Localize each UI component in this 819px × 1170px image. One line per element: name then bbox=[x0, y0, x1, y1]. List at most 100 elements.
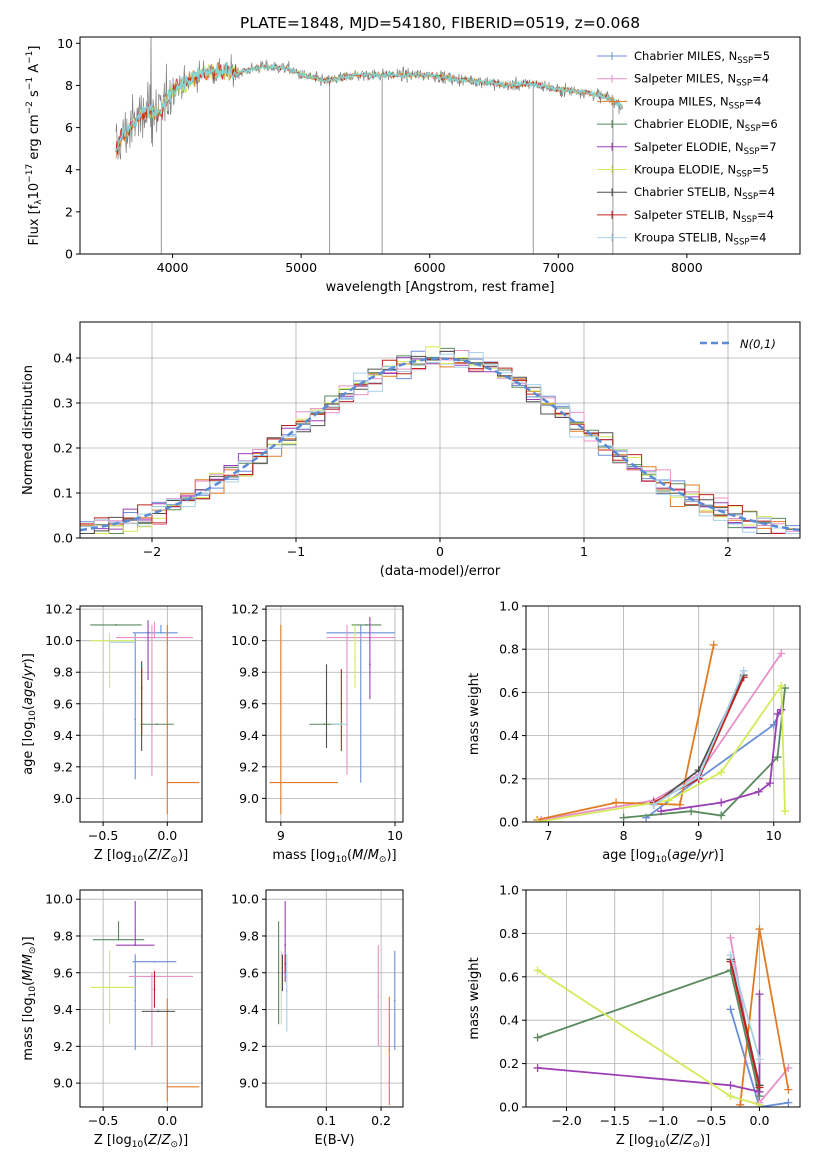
errorbar-point bbox=[325, 664, 328, 748]
errorbar-point bbox=[269, 624, 338, 815]
weight_vs_Z-plot-area bbox=[533, 925, 793, 1107]
errorbar-point bbox=[388, 996, 391, 1106]
errorbar-center bbox=[156, 723, 158, 726]
weight-marker bbox=[755, 1083, 764, 1092]
y-tick-label: 4 bbox=[65, 162, 73, 177]
y-tick-label: 0.2 bbox=[499, 771, 519, 786]
weight-marker bbox=[754, 787, 763, 796]
y-tick-label: 9.6 bbox=[239, 696, 259, 711]
errorbar-point bbox=[115, 901, 155, 947]
weight-marker bbox=[649, 800, 658, 809]
y-tick-label: 0.0 bbox=[499, 1100, 519, 1115]
age_vs_mass-plot-area bbox=[269, 617, 396, 815]
y-tick-label: 1.0 bbox=[499, 599, 519, 614]
legend-name: Salpeter ELODIE, N bbox=[634, 140, 744, 154]
legend-name: Salpeter STELIB, N bbox=[634, 208, 741, 222]
legend-label-7: Salpeter STELIB, NSSP=4 bbox=[634, 208, 774, 225]
legend-name: Chabrier ELODIE, N bbox=[634, 117, 745, 131]
errorbar-center bbox=[134, 944, 137, 947]
errorbar-center bbox=[157, 1008, 160, 1011]
errorbar-center bbox=[134, 718, 137, 721]
x-tick-label: 2 bbox=[724, 544, 732, 559]
residuals-plot-area bbox=[80, 346, 800, 534]
legend-name: Kroupa MILES, N bbox=[634, 94, 729, 108]
gaussian-legend-label: N(0,1) bbox=[740, 337, 776, 351]
weight-marker bbox=[619, 813, 628, 822]
weight-marker bbox=[612, 798, 621, 807]
y-tick-label: 9.4 bbox=[239, 1002, 259, 1017]
spectrum-plot-area bbox=[115, 37, 623, 254]
y-tick-label: 9.4 bbox=[239, 728, 259, 743]
errorbar-center bbox=[284, 962, 287, 965]
errorbar-center bbox=[280, 986, 283, 989]
mass_vs_EBV-panel: 0.1 0.2 9.0 9.2 9.4 9.6 9.8 10.0 E(B-V) bbox=[231, 889, 404, 1148]
weight-marker bbox=[726, 1005, 735, 1014]
y-tick-label: 0.4 bbox=[499, 728, 519, 743]
errorbar-center bbox=[160, 631, 162, 634]
y-axis-label: mass weight bbox=[467, 957, 482, 1039]
errorbar-point bbox=[147, 620, 149, 681]
weight-series-0 bbox=[729, 1009, 789, 1107]
errorbar-center bbox=[108, 986, 111, 989]
legend-name: Chabrier STELIB, N bbox=[634, 185, 742, 199]
weight-series-2 bbox=[537, 644, 715, 821]
legend-subscript: SSP bbox=[734, 238, 750, 248]
x-tick-label: −1.0 bbox=[648, 1113, 678, 1128]
weight-marker bbox=[773, 710, 782, 718]
y-tick-label: 9.6 bbox=[53, 696, 73, 711]
age_vs_Z-panel: −0.5 0.0 9.0 9.2 9.4 9.6 9.8 10.0 10.2 Z [log10(Z… bbox=[21, 602, 203, 865]
y-axis-label: mass weight bbox=[467, 673, 482, 755]
legend-label-4: Salpeter ELODIE, NSSP=7 bbox=[634, 140, 777, 157]
weight-series-4 bbox=[537, 994, 761, 1093]
legend-label-0: Chabrier MILES, NSSP=5 bbox=[634, 49, 770, 66]
errorbar-point bbox=[115, 621, 194, 639]
errorbar-point bbox=[132, 624, 178, 634]
legend-nssp: =4 bbox=[744, 94, 761, 108]
errorbar-point bbox=[140, 723, 174, 726]
errorbar-center bbox=[151, 1008, 153, 1011]
errorbar-center bbox=[153, 636, 156, 639]
weight-marker bbox=[726, 951, 735, 960]
legend-name: Kroupa STELIB, N bbox=[634, 231, 734, 245]
weight-marker bbox=[784, 1085, 793, 1094]
y-tick-label: 9.4 bbox=[53, 1002, 73, 1017]
y-tick-label: 9.8 bbox=[239, 665, 259, 680]
weight-marker bbox=[755, 1100, 764, 1107]
errorbar-center bbox=[279, 781, 282, 784]
x-axis-label: (data-model)/error bbox=[380, 564, 501, 579]
errorbar-center bbox=[365, 624, 368, 626]
errorbar-center bbox=[393, 999, 396, 1002]
observed-spectrum-line bbox=[115, 37, 623, 160]
errorbar-center bbox=[121, 641, 124, 644]
y-tick-label: 0.2 bbox=[499, 1056, 519, 1071]
errorbar-point bbox=[331, 723, 348, 726]
y-tick-label: 0 bbox=[65, 247, 73, 262]
weight-series-5 bbox=[537, 683, 786, 822]
legend-label-3: Chabrier ELODIE, NSSP=6 bbox=[634, 117, 778, 134]
errorbar-point bbox=[280, 950, 283, 1025]
x-axis-label: E(B-V) bbox=[314, 1133, 354, 1148]
errorbar-center bbox=[166, 781, 169, 784]
errorbar-center bbox=[354, 655, 356, 658]
y-tick-label: 10.0 bbox=[45, 633, 73, 648]
weight-marker bbox=[765, 779, 774, 788]
y-axis-label: age [log10(age/yr)] bbox=[21, 653, 38, 775]
x-tick-label: −0.5 bbox=[88, 1113, 118, 1128]
errorbar-center bbox=[153, 988, 156, 991]
mass_vs_Z-frame bbox=[79, 889, 203, 1108]
weight-marker bbox=[736, 1100, 745, 1107]
weight-marker bbox=[739, 666, 748, 675]
age_vs_Z-plot-area bbox=[90, 620, 200, 815]
weight-marker bbox=[664, 796, 673, 805]
errorbar-center bbox=[359, 636, 362, 639]
legend-label-8: Kroupa STELIB, NSSP=4 bbox=[634, 231, 766, 248]
weight-series-8 bbox=[729, 954, 761, 1060]
weight_vs_age-frame bbox=[525, 605, 801, 823]
weight-marker bbox=[694, 772, 703, 781]
legend-nssp: =4 bbox=[758, 185, 775, 199]
errorbar-point bbox=[109, 641, 136, 644]
errorbar-center bbox=[277, 971, 280, 974]
errorbar-point bbox=[90, 950, 136, 1025]
x-tick-label: 10 bbox=[766, 828, 782, 843]
